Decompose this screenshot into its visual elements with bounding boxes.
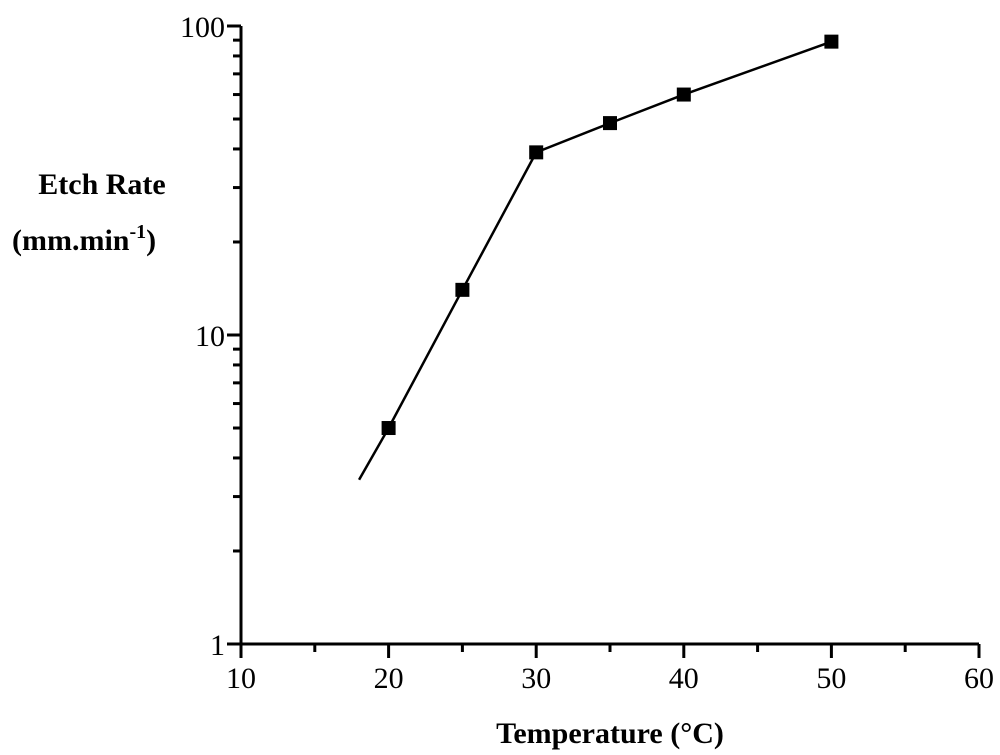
x-tick-label: 10 — [226, 662, 256, 695]
y-tick-label: 10 — [195, 320, 225, 353]
data-point-marker — [603, 116, 617, 131]
series-markers — [381, 34, 839, 436]
fit-line — [357, 40, 832, 481]
x-tick-label: 20 — [374, 662, 404, 695]
y-axis-label-line1: Etch Rate — [38, 168, 165, 201]
data-point-marker — [455, 282, 470, 297]
x-axis-label: Temperature (°C) — [496, 717, 724, 750]
y-axis-label-line2: (mm.min-1) — [12, 221, 156, 257]
x-tick-label: 40 — [669, 662, 699, 695]
series-lines — [357, 40, 832, 481]
y-label-exponent: -1 — [129, 221, 146, 243]
y-tick-label: 100 — [180, 11, 225, 44]
data-point-marker — [676, 87, 691, 102]
data-point-marker — [381, 421, 396, 436]
y-label-unit: (mm.min — [12, 224, 130, 257]
data-point-marker — [824, 34, 839, 49]
data-point-marker — [529, 145, 544, 160]
x-tick-label: 60 — [964, 662, 994, 695]
y-label-close: ) — [146, 224, 156, 257]
x-tick-label: 30 — [521, 662, 551, 695]
y-tick-label: 1 — [210, 629, 225, 662]
x-tick-label: 50 — [816, 662, 846, 695]
